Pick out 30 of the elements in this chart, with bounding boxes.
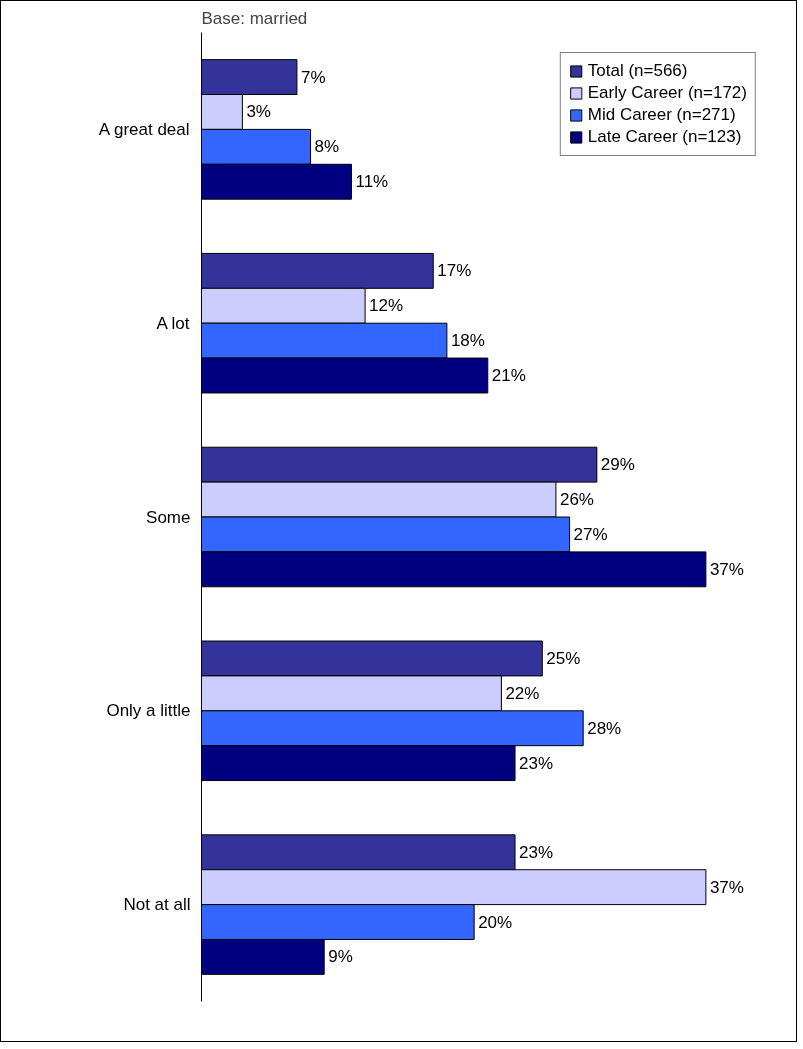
data-label: 17% [437, 261, 472, 281]
data-label: 28% [587, 718, 622, 738]
legend-label: Mid Career (n=271) [587, 105, 736, 125]
data-label: 7% [300, 67, 326, 87]
data-label: 37% [709, 559, 744, 579]
chart-title: Base: married [201, 8, 308, 28]
y-tick-label: Not at all [123, 895, 191, 915]
data-label: 29% [600, 455, 635, 475]
y-tick-label: A lot [156, 313, 190, 333]
legend-label: Late Career (n=123) [587, 127, 742, 147]
data-label: 18% [450, 331, 485, 351]
data-label: 8% [314, 137, 340, 157]
data-label: 22% [505, 683, 540, 703]
data-label: 11% [355, 172, 389, 192]
data-label: 3% [246, 102, 271, 122]
legend-label: Early Career (n=172) [587, 83, 747, 103]
data-label: 37% [709, 877, 744, 897]
y-tick-label: Some [146, 507, 191, 527]
data-label: 20% [478, 912, 513, 932]
data-label: 21% [491, 366, 526, 386]
data-label: 23% [519, 753, 554, 773]
y-tick-label: Only a little [106, 701, 191, 721]
y-tick-label: A great deal [98, 119, 190, 139]
data-label: 27% [573, 524, 608, 544]
data-label: 9% [328, 947, 353, 967]
data-label: 25% [546, 648, 581, 668]
data-label: 23% [519, 842, 554, 862]
data-label: 26% [559, 490, 594, 510]
legend-label: Total (n=566) [587, 61, 688, 81]
data-label: 12% [369, 296, 404, 316]
